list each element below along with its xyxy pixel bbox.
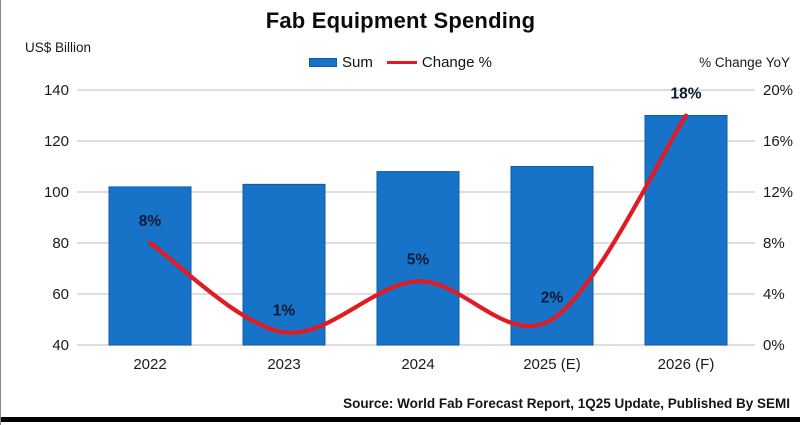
data-label-2025 (E): 2% <box>541 290 564 307</box>
x-axis-label: 2024 <box>401 356 434 373</box>
left-axis-tick-label: 100 <box>44 184 69 201</box>
line-swatch-icon <box>386 61 417 64</box>
right-axis-tick-label: 4% <box>763 286 785 303</box>
legend-item-sum: Sum <box>309 54 373 71</box>
chart-legend: Sum Change % <box>1 54 800 71</box>
right-axis-tick-label: 0% <box>763 337 785 354</box>
left-axis-tick-label: 80 <box>52 235 69 252</box>
bottom-border-bar <box>1 417 800 422</box>
x-axis-label: 2023 <box>267 356 300 373</box>
bar-2023 <box>242 183 326 346</box>
legend-sum-label: Sum <box>342 54 373 71</box>
right-axis-tick-label: 12% <box>763 184 793 201</box>
data-label-2022: 8% <box>139 213 162 230</box>
source-text: Source: World Fab Forecast Report, 1Q25 … <box>343 396 790 411</box>
left-axis-tick-label: 120 <box>44 133 69 150</box>
bar-2026 (F) <box>644 115 728 346</box>
x-axis-label: 2026 (F) <box>658 356 715 373</box>
data-label-2026 (F): 18% <box>670 86 701 103</box>
change-percent-line <box>147 113 689 335</box>
right-axis-title: % Change YoY <box>699 55 790 70</box>
chart-title: Fab Equipment Spending <box>265 8 536 33</box>
bar-2024 <box>376 171 460 346</box>
left-axis-tick-label: 40 <box>52 337 69 354</box>
legend-change-label: Change % <box>421 54 492 71</box>
data-label-2023: 1% <box>273 302 296 319</box>
right-axis-tick-label: 20% <box>763 82 793 99</box>
bar-2025 (E) <box>510 166 594 346</box>
x-axis-label: 2022 <box>133 356 166 373</box>
data-label-2024: 5% <box>407 251 430 268</box>
bar-swatch-icon <box>309 58 338 67</box>
left-axis-tick-label: 140 <box>44 82 69 99</box>
right-axis-tick-label: 16% <box>763 133 793 150</box>
legend-item-change: Change % <box>386 54 492 71</box>
right-axis-tick-label: 8% <box>763 235 785 252</box>
left-axis-tick-label: 60 <box>52 286 69 303</box>
x-axis-label: 2025 (E) <box>523 356 581 373</box>
left-axis-title: US$ Billion <box>25 40 92 55</box>
